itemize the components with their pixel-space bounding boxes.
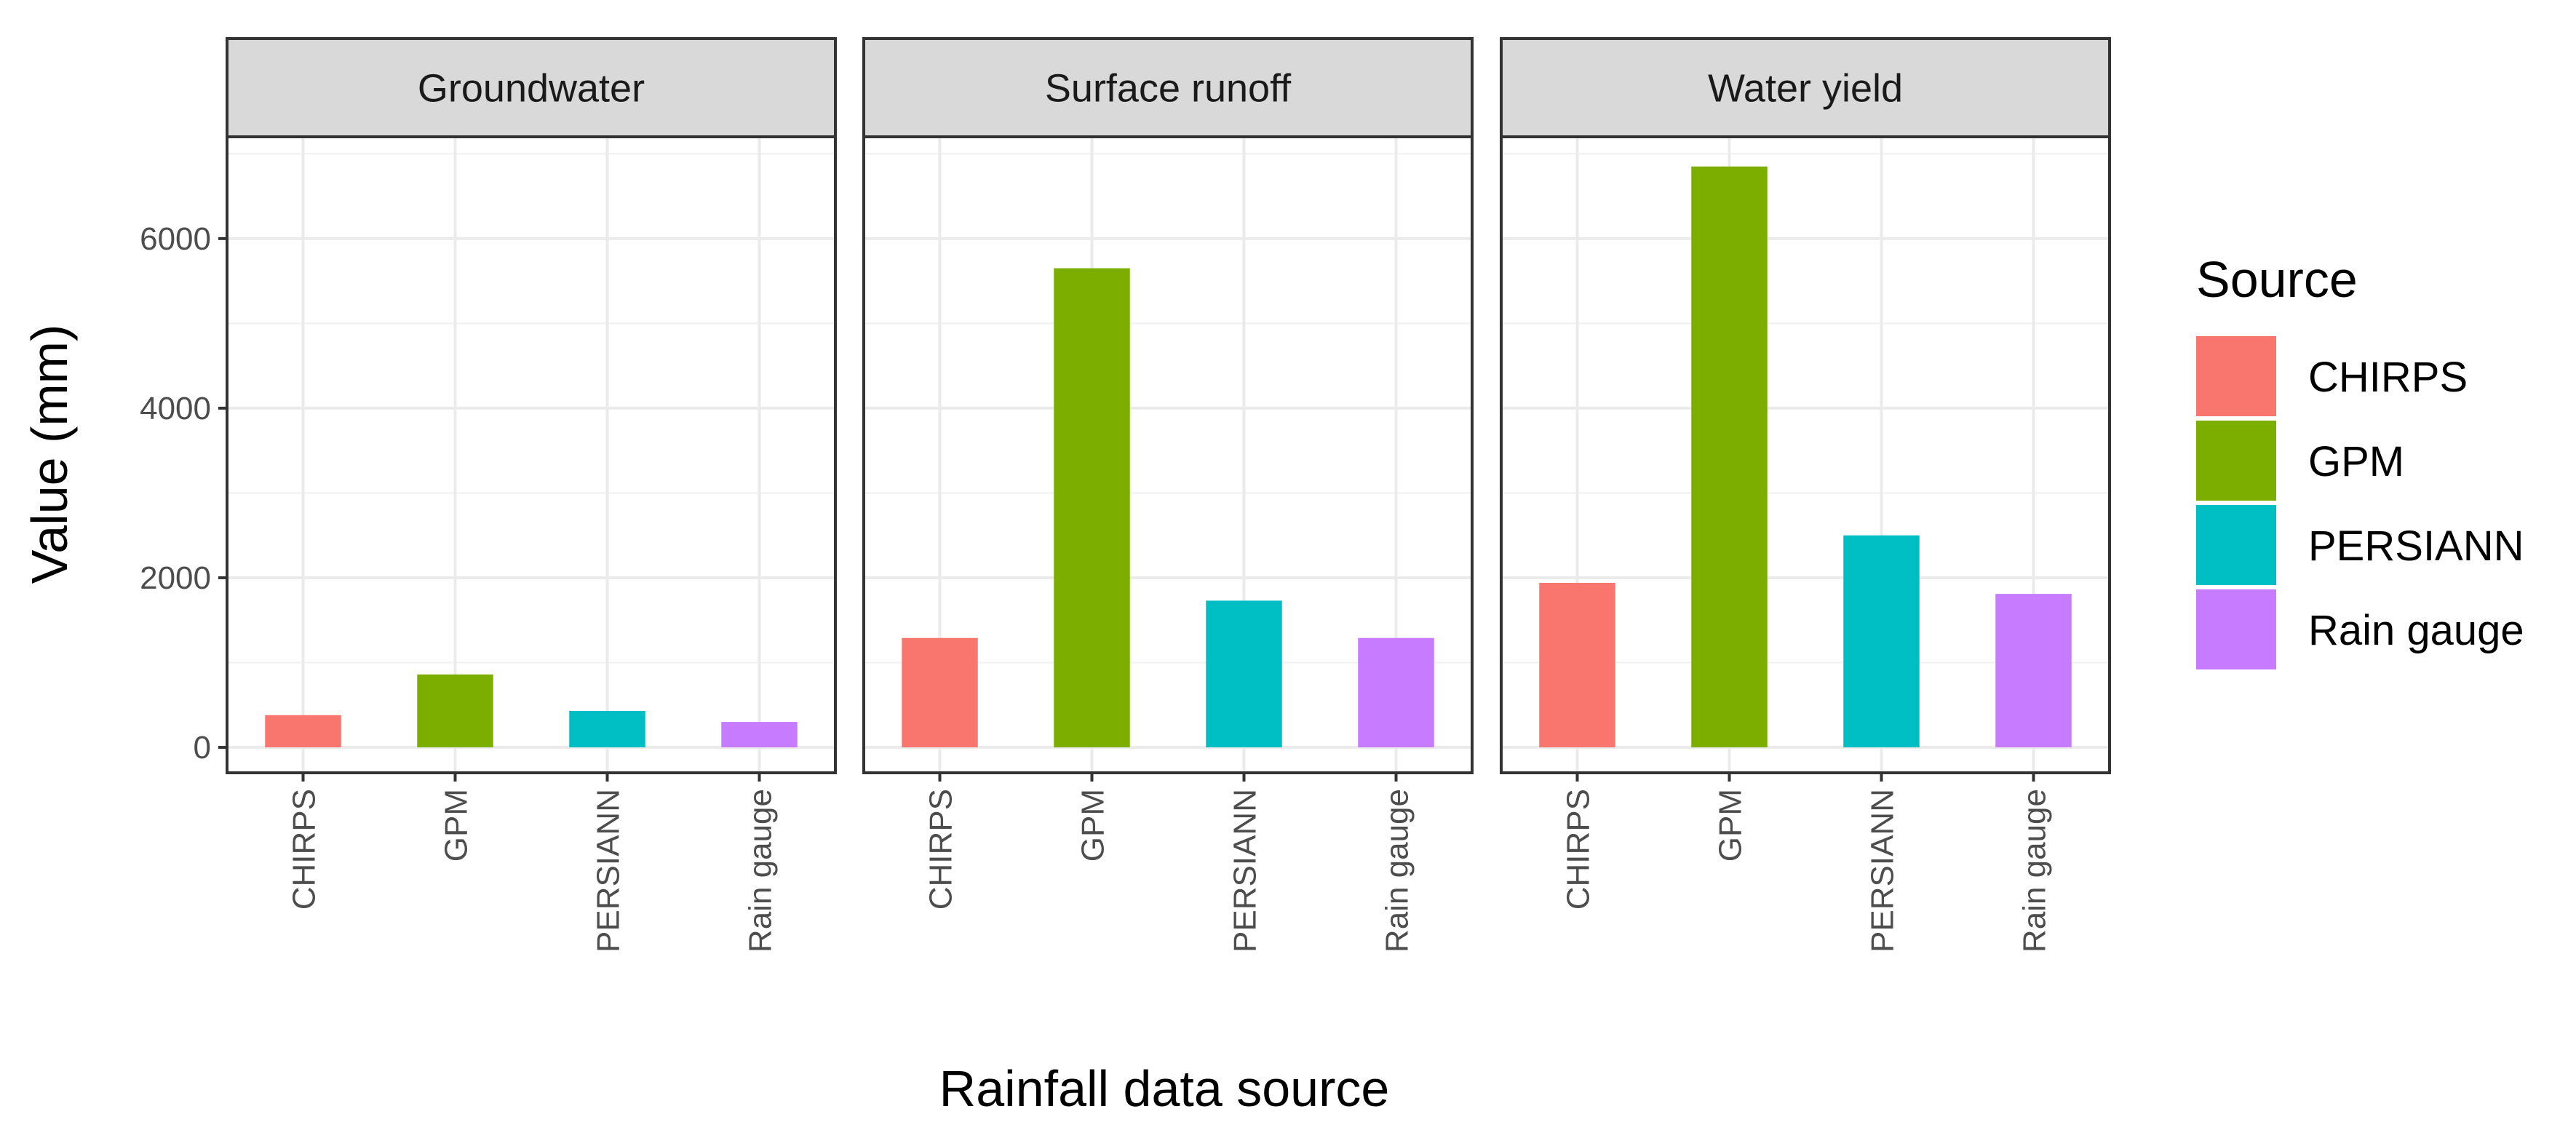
- y-tick-label: 6000: [140, 221, 211, 257]
- legend-key-persiann: [2196, 505, 2276, 585]
- y-tick-label: 4000: [140, 391, 211, 426]
- bar-persiann: [569, 710, 645, 748]
- x-tick-label: CHIRPS: [923, 789, 959, 910]
- bar-rain-gauge: [1995, 594, 2072, 748]
- panel-surface-runoff: Surface runoff CHIRPS GPM PERSIANN Rain gaug…: [862, 37, 1474, 953]
- legend-key-gpm: [2196, 421, 2276, 501]
- legend-label: GPM: [2308, 438, 2404, 485]
- legend-label: PERSIANN: [2308, 522, 2524, 570]
- y-tick-label: 0: [194, 730, 211, 766]
- y-axis-title: Value (mm): [21, 325, 78, 584]
- x-tick-label: GPM: [1076, 789, 1111, 862]
- x-tick-label: PERSIANN: [1865, 789, 1901, 953]
- panel-border: [1500, 135, 2111, 774]
- bar-persiann: [1843, 535, 1920, 748]
- bar-rain-gauge: [1358, 637, 1434, 748]
- legend-label: CHIRPS: [2308, 354, 2468, 401]
- facet-strip: [862, 37, 1474, 138]
- x-axis-title: Rainfall data source: [939, 1060, 1390, 1117]
- bar-chirps: [1539, 582, 1615, 748]
- facet-strip-label: Surface runoff: [1045, 67, 1292, 111]
- x-tick-label: GPM: [439, 789, 474, 862]
- bar-chirps: [265, 715, 341, 748]
- facet-strip-label: Groundwater: [418, 67, 645, 111]
- x-tick-label: CHIRPS: [1561, 789, 1597, 910]
- x-tick-label: GPM: [1713, 789, 1749, 862]
- panel-water-yield: Water yield CHIRPS GPM PERSIANN Rain gauge: [1500, 37, 2111, 953]
- x-tick-label: PERSIANN: [1228, 789, 1263, 953]
- bar-gpm: [417, 674, 493, 748]
- x-tick-label: Rain gauge: [1380, 789, 1415, 953]
- bar-gpm: [1054, 268, 1130, 748]
- legend-title: Source: [2196, 251, 2358, 308]
- facet-strip: [226, 37, 837, 138]
- x-tick-label: Rain gauge: [743, 789, 779, 953]
- legend-label: Rain gauge: [2308, 607, 2524, 654]
- bar-rain-gauge: [721, 722, 798, 748]
- x-tick-label: Rain gauge: [2017, 789, 2053, 953]
- x-tick-label: CHIRPS: [287, 789, 322, 910]
- panel-groundwater: Groundwater CHIRPS GPM PERSIANN Rain gauge: [226, 37, 837, 953]
- panel-border: [226, 135, 837, 774]
- facet-strip-label: Water yield: [1708, 67, 1903, 111]
- panel-border: [862, 135, 1474, 774]
- bar-chirps: [902, 637, 978, 748]
- bar-gpm: [1691, 166, 1768, 748]
- y-axis: 0 2000 4000 6000: [140, 221, 227, 766]
- x-tick-label: PERSIANN: [591, 789, 627, 953]
- legend: Source CHIRPS GPM PERSIANN Rain gauge: [2196, 251, 2524, 669]
- legend-key-rain-gauge: [2196, 589, 2276, 669]
- panel-background: [227, 137, 835, 773]
- bar-persiann: [1206, 600, 1282, 748]
- y-tick-label: 2000: [140, 560, 211, 596]
- legend-key-chirps: [2196, 336, 2276, 416]
